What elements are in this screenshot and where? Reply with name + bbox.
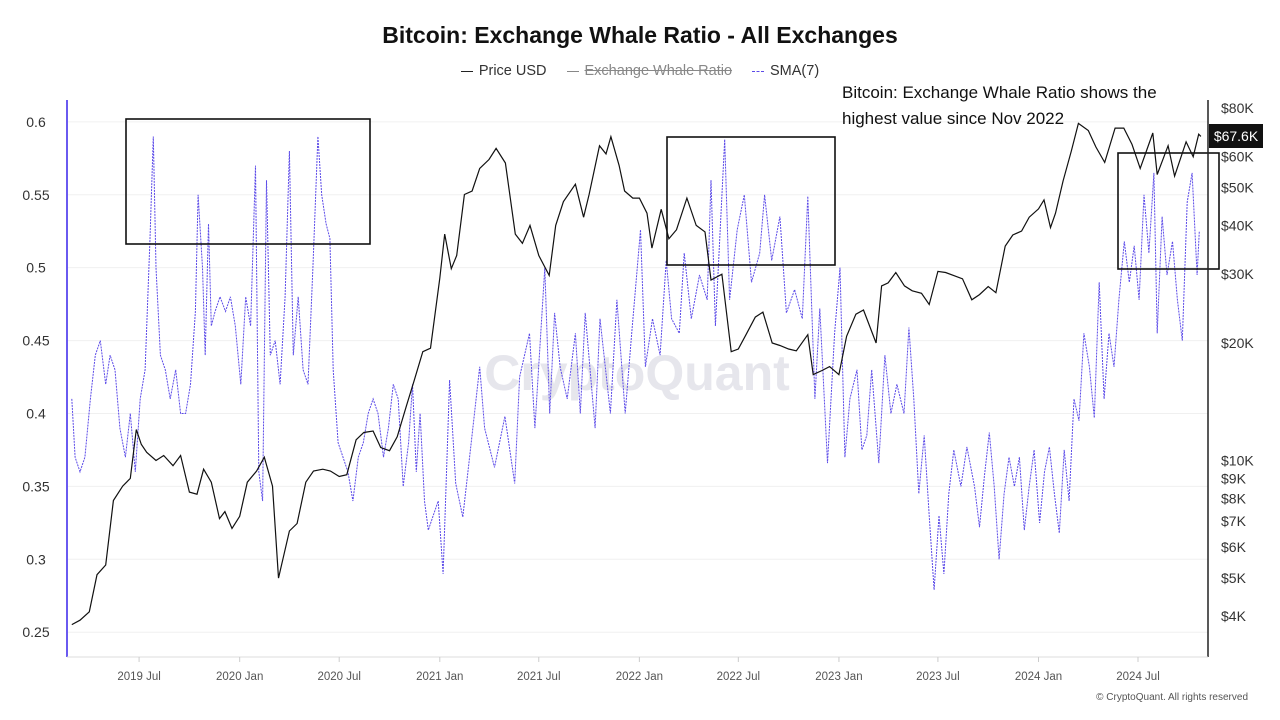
annotation-text: Bitcoin: Exchange Whale Ratio shows the … — [842, 80, 1157, 132]
y-right-tick-label: $30K — [1221, 266, 1254, 282]
x-tick-label: 2024 Jul — [1116, 671, 1159, 683]
x-tick-label: 2020 Jan — [216, 671, 263, 683]
legend-label: Exchange Whale Ratio — [584, 63, 733, 79]
last-price-tag: $67.6K — [1209, 124, 1263, 148]
x-tick-label: 2019 Jul — [117, 671, 160, 683]
highlight-box-2019-2020 — [125, 118, 371, 245]
y-left-tick-label: 0.45 — [22, 333, 49, 349]
y-right-tick-label: $7K — [1221, 513, 1247, 529]
y-left-tick-label: 0.6 — [26, 114, 46, 130]
chart-title: Bitcoin: Exchange Whale Ratio - All Exch… — [382, 22, 898, 48]
x-tick-label: 2022 Jan — [616, 671, 663, 683]
highlight-box-2022 — [666, 136, 836, 266]
gridlines — [68, 121, 1208, 633]
y-right-tick-label: $6K — [1221, 539, 1247, 555]
annotation-line-2: highest value since Nov 2022 — [842, 109, 1065, 128]
y-right-tick-label: $10K — [1221, 453, 1254, 469]
y-left-tick-label: 0.55 — [22, 187, 49, 203]
highlight-box-2024 — [1117, 152, 1220, 270]
x-tick-label: 2021 Jul — [517, 671, 560, 683]
y-left-tick-label: 0.25 — [22, 624, 49, 640]
legend-item-price-usd[interactable]: Price USD — [460, 63, 547, 79]
y-left-tick-label: 0.5 — [26, 260, 46, 276]
x-tick-label: 2020 Jul — [317, 671, 360, 683]
sma7-line — [71, 136, 1200, 590]
y-right-tick-label: $4K — [1221, 608, 1247, 624]
y-right-tick-label: $60K — [1221, 149, 1254, 165]
annotation-boxes — [125, 118, 1220, 270]
y-right-tick-label: $80K — [1221, 100, 1254, 116]
y-right-tick-label: $20K — [1221, 335, 1254, 351]
y-left-tick-label: 0.3 — [26, 551, 46, 567]
last-price-label: $67.6K — [1214, 128, 1259, 144]
x-tick-label: 2022 Jul — [717, 671, 760, 683]
x-tick-label: 2023 Jan — [815, 671, 862, 683]
x-tick-label: 2024 Jan — [1015, 671, 1062, 683]
legend-label: Price USD — [478, 63, 547, 79]
watermark: CryptoQuant — [484, 345, 790, 401]
price-line-swatch — [460, 70, 473, 72]
y-right-tick-label: $9K — [1221, 470, 1247, 486]
legend-item-sma7[interactable]: SMA(7) — [752, 63, 819, 79]
y-left-tick-label: 0.35 — [22, 478, 49, 494]
copyright: © CryptoQuant. All rights reserved — [1096, 692, 1248, 703]
y-left-tick-label: 0.4 — [26, 405, 46, 421]
legend-item-exchange-whale-ratio[interactable]: Exchange Whale Ratio — [566, 63, 733, 79]
last-price-tag-bg — [1209, 124, 1263, 148]
price-usd-line — [71, 122, 1202, 626]
legend-label: SMA(7) — [770, 63, 820, 79]
x-tick-label: 2021 Jan — [416, 671, 463, 683]
legend: Price USD Exchange Whale Ratio SMA(7) — [0, 63, 1280, 79]
y-right-tick-label: $5K — [1221, 570, 1247, 586]
y-right-tick-label: $8K — [1221, 490, 1247, 506]
sma-line-swatch — [752, 70, 765, 72]
x-tick-label: 2023 Jul — [916, 671, 959, 683]
annotation-line-1: Bitcoin: Exchange Whale Ratio shows the — [842, 83, 1157, 102]
y-right-tick-label: $40K — [1221, 217, 1254, 233]
whale-ratio-swatch — [566, 70, 579, 72]
y-right-tick-label: $50K — [1221, 180, 1254, 196]
